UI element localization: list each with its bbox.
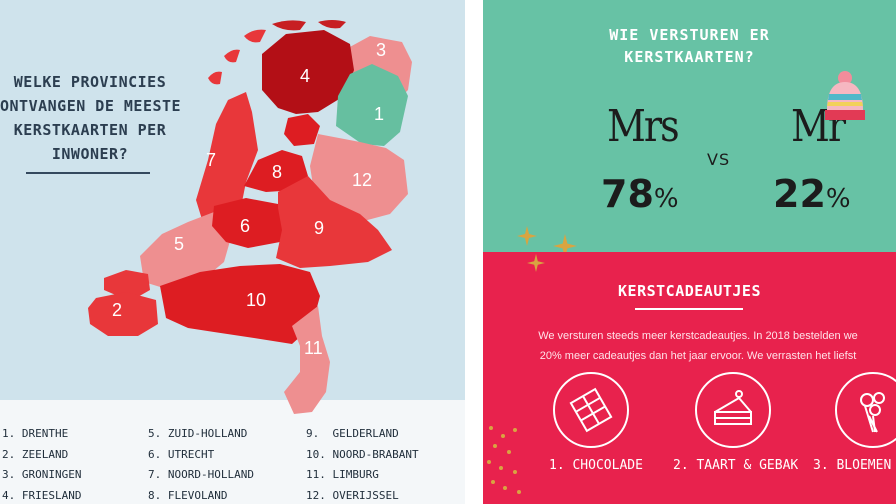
- versus-label: VS: [707, 150, 731, 169]
- gift-circle-chocolate: [553, 372, 629, 448]
- gifts-panel: KERSTCADEAUTJES We versturen steeds meer…: [483, 252, 896, 504]
- wadden-island: [244, 29, 266, 43]
- province-zeeland: [88, 292, 158, 336]
- title-divider: [635, 308, 743, 310]
- map-number-12: 12: [352, 170, 372, 190]
- map-number-9: 9: [314, 218, 324, 238]
- legend-item: 6. UTRECHT: [148, 447, 215, 461]
- netherlands-map: 1 2 3 4 5 6 7 8 9 10 11 12: [88, 20, 412, 414]
- gifts-description: We versturen steeds meer kerstcadeautjes…: [483, 326, 896, 366]
- gift-circle-cake: [695, 372, 771, 448]
- gift-circle-flowers: [835, 372, 896, 448]
- description-line: We versturen steeds meer kerstcadeautjes…: [538, 330, 858, 342]
- province-friesland: [262, 30, 354, 114]
- gift-label-cake: 2. TAART & GEBAK: [673, 458, 799, 473]
- wadden-island: [318, 20, 346, 29]
- map-number-10: 10: [246, 290, 266, 310]
- beanie-icon: [825, 71, 865, 120]
- map-question-title: WELKE PROVINCIES ONTVANGEN DE MEESTE KER…: [0, 70, 182, 166]
- wadden-island: [208, 71, 222, 85]
- title-line: INWONER?: [51, 145, 129, 163]
- legend-item: 7. NOORD-HOLLAND: [148, 468, 254, 481]
- map-number-11: 11: [304, 338, 323, 358]
- gift-label-flowers: 3. BLOEMEN: [813, 458, 892, 473]
- legend-item: 5. ZUID-HOLLAND: [148, 427, 248, 440]
- map-number-3: 3: [376, 40, 386, 60]
- mr-percentage: 22%: [773, 172, 851, 216]
- map-number-6: 6: [240, 216, 250, 236]
- legend-item: 12. OVERIJSSEL: [306, 488, 399, 502]
- legend-item: 11. LIMBURG: [306, 468, 379, 481]
- legend-item: 9. GELDERLAND: [306, 427, 399, 440]
- chocolate-icon: [569, 387, 613, 433]
- title-divider: [26, 172, 150, 174]
- province-overijssel: [310, 134, 408, 222]
- title-line: WELKE PROVINCIES: [13, 73, 167, 91]
- mrs-value: 78: [601, 172, 654, 216]
- province-noord-brabant: [160, 264, 320, 344]
- legend-item: 1. DRENTHE: [2, 427, 69, 440]
- snow-ground: [0, 400, 465, 504]
- province-limburg: [284, 306, 330, 414]
- map-number-5: 5: [174, 234, 184, 254]
- sparkle-icon: [527, 254, 545, 272]
- dots-decoration: [487, 426, 521, 494]
- legend-column-1: 1. DRENTHE 2. ZEELAND 3. GRONINGEN 4. FR…: [2, 424, 81, 504]
- map-number-1: 1: [374, 104, 384, 124]
- gifts-title: KERSTCADEAUTJES: [618, 282, 761, 300]
- province-drenthe: [336, 64, 408, 146]
- province-zuid-holland: [140, 212, 232, 290]
- legend-item: 2. ZEELAND: [2, 447, 69, 461]
- cake-icon: [714, 390, 752, 425]
- map-number-8: 8: [272, 162, 282, 182]
- description-line: 20% meer cadeautjes dan het jaar ervoor.…: [539, 350, 857, 362]
- wadden-island: [224, 49, 240, 63]
- province-zeeland: [104, 270, 150, 298]
- province-utrecht: [212, 198, 288, 248]
- panel-divider: [465, 0, 483, 504]
- province-gelderland: [276, 176, 392, 268]
- legend-item: 10. NOORD-BRABANT: [306, 447, 419, 461]
- sparkle-icon: [517, 226, 537, 246]
- title-line: KERSTKAARTEN?: [624, 48, 755, 66]
- percent-sign: %: [653, 184, 679, 214]
- mrs-label: Mrs: [607, 100, 680, 152]
- senders-title: WIE VERSTUREN ER KERSTKAARTEN?: [483, 24, 896, 68]
- map-number-2: 2: [112, 300, 122, 320]
- province-noord-holland-north: [284, 114, 320, 146]
- map-number-4: 4: [300, 66, 310, 86]
- wadden-island: [272, 20, 306, 31]
- title-line: KERSTKAARTEN PER: [13, 121, 167, 139]
- percent-sign: %: [825, 184, 851, 214]
- legend-item: 4. FRIESLAND: [2, 488, 82, 502]
- flowers-icon: [860, 392, 885, 433]
- sparkle-icon: [553, 234, 577, 252]
- legend-item: 8. FLEVOLAND: [148, 488, 228, 502]
- province-flevoland: [244, 150, 308, 192]
- gift-label-chocolate: 1. CHOCOLADE: [549, 458, 643, 473]
- province-noord-holland: [196, 92, 258, 226]
- map-number-7: 7: [206, 150, 216, 170]
- province-panel: 1 2 3 4 5 6 7 8 9 10 11 12 WELKE PROVINC…: [0, 0, 465, 504]
- legend-item: 3. GRONINGEN: [2, 468, 82, 481]
- title-line: ONTVANGEN DE MEESTE: [0, 97, 182, 115]
- legend-column-2: 5. ZUID-HOLLAND 6. UTRECHT 7. NOORD-HOLL…: [148, 424, 254, 504]
- mr-value: 22: [773, 172, 826, 216]
- senders-panel: WIE VERSTUREN ER KERSTKAARTEN? Mrs Mr VS…: [483, 0, 896, 252]
- title-line: WIE VERSTUREN ER: [609, 26, 770, 44]
- mrs-percentage: 78%: [601, 172, 679, 216]
- legend-column-3: 9. GELDERLAND 10. NOORD-BRABANT 11. LIMB…: [306, 424, 419, 504]
